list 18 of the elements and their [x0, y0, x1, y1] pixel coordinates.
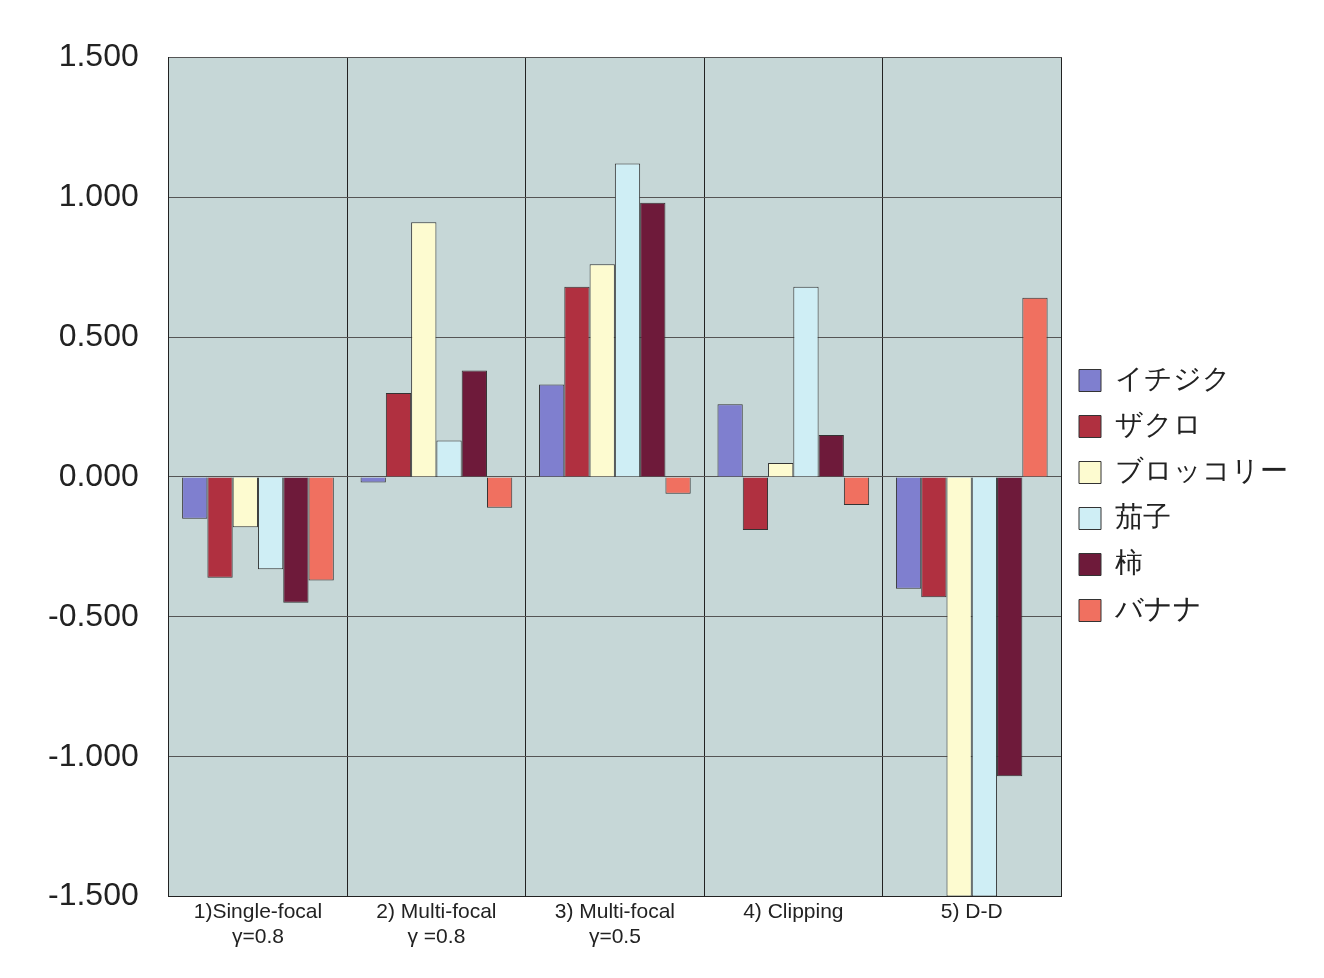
x-tick-label: 4) Clipping [743, 899, 844, 922]
legend-label: ザクロ [1115, 407, 1202, 441]
y-tick-label: -1.500 [48, 876, 139, 913]
y-tick-label: 0.500 [58, 316, 139, 353]
y-tick-label: 1.500 [58, 37, 139, 74]
legend-label: ブロッコリー [1115, 453, 1288, 487]
x-tick-label: 3) Multi-focal γ=0.5 [554, 899, 675, 948]
x-tick-label: 5) D-D [940, 899, 1003, 922]
x-tick-label: 1)Single-focal γ=0.8 [193, 899, 323, 948]
y-tick-label: -1.000 [48, 736, 139, 773]
x-tick-label: 2) Multi-focal γ =0.8 [376, 899, 497, 948]
legend-label: 柿 [1115, 545, 1143, 579]
legend-label: 茄子 [1115, 499, 1171, 533]
legend-label: イチジク [1115, 361, 1231, 395]
y-tick-label: 0.000 [58, 456, 139, 493]
y-tick-label: -0.500 [48, 596, 139, 633]
legend-label: バナナ [1114, 591, 1202, 625]
y-tick-label: 1.000 [58, 176, 139, 213]
